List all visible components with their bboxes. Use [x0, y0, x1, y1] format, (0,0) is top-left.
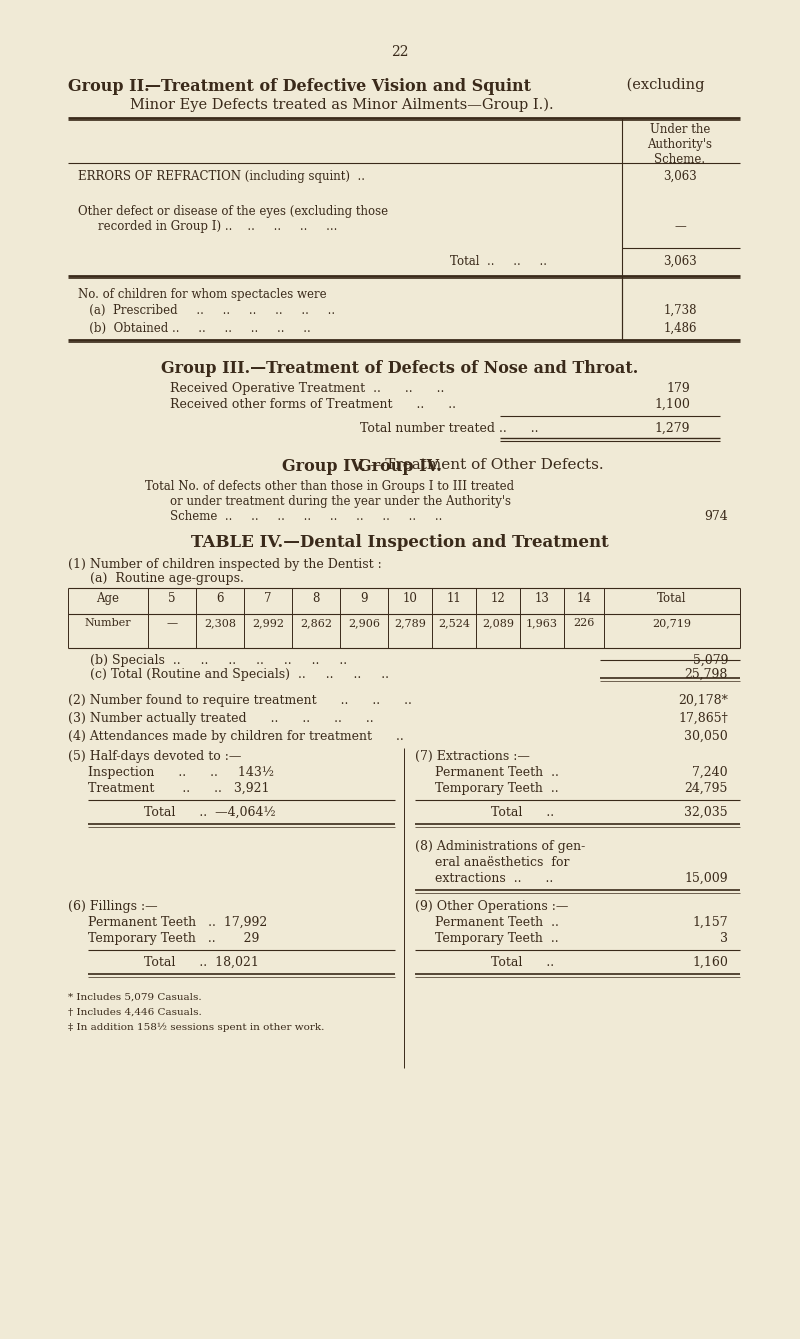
Text: (9) Other Operations :—: (9) Other Operations :— — [415, 900, 568, 913]
Text: 1,160: 1,160 — [692, 956, 728, 969]
Text: (a)  Routine age-groups.: (a) Routine age-groups. — [90, 572, 244, 585]
Text: Inspection      ..      ..     143½: Inspection .. .. 143½ — [88, 766, 274, 779]
Text: recorded in Group I) ..    ..     ..     ..     ...: recorded in Group I) .. .. .. .. ... — [98, 220, 338, 233]
Text: —Treatment of Defective Vision and Squint: —Treatment of Defective Vision and Squin… — [145, 78, 531, 95]
Text: Total: Total — [658, 592, 686, 605]
Text: (c) Total (Routine and Specials)  ..     ..     ..     ..: (c) Total (Routine and Specials) .. .. .… — [90, 668, 389, 682]
Text: Treatment       ..      ..   3,921: Treatment .. .. 3,921 — [88, 782, 270, 795]
Text: Temporary Teeth  ..: Temporary Teeth .. — [435, 932, 558, 945]
Text: 1,963: 1,963 — [526, 619, 558, 628]
Text: Other defect or disease of the eyes (excluding those: Other defect or disease of the eyes (exc… — [78, 205, 388, 218]
Text: 15,009: 15,009 — [684, 872, 728, 885]
Text: 179: 179 — [666, 382, 690, 395]
Text: (a)  Prescribed     ..     ..     ..     ..     ..     ..: (a) Prescribed .. .. .. .. .. .. — [78, 304, 335, 317]
Text: Total      ..: Total .. — [435, 956, 554, 969]
Text: Total      ..  18,021: Total .. 18,021 — [88, 956, 259, 969]
Text: * Includes 5,079 Casuals.: * Includes 5,079 Casuals. — [68, 994, 202, 1002]
Text: Total      ..  —4,064½: Total .. —4,064½ — [88, 806, 276, 819]
Text: eral anaësthetics  for: eral anaësthetics for — [435, 856, 570, 869]
Text: 2,992: 2,992 — [252, 619, 284, 628]
Text: 20,178*: 20,178* — [678, 694, 728, 707]
Text: Under the
Authority's
Scheme.: Under the Authority's Scheme. — [647, 123, 713, 166]
Text: 2,308: 2,308 — [204, 619, 236, 628]
Text: Received other forms of Treatment      ..      ..: Received other forms of Treatment .. .. — [170, 398, 456, 411]
Text: 9: 9 — [360, 592, 368, 605]
Text: 3,063: 3,063 — [663, 170, 697, 183]
Text: 22: 22 — [391, 46, 409, 59]
Text: Group IV.: Group IV. — [282, 458, 366, 475]
Text: 7,240: 7,240 — [692, 766, 728, 779]
Text: 6: 6 — [216, 592, 224, 605]
Text: 25,798: 25,798 — [685, 668, 728, 682]
Text: —Treatment of Other Defects.: —Treatment of Other Defects. — [370, 458, 604, 473]
Text: Permanent Teeth  ..: Permanent Teeth .. — [435, 916, 559, 929]
Text: (3) Number actually treated      ..      ..      ..      ..: (3) Number actually treated .. .. .. .. — [68, 712, 374, 724]
Text: (5) Half-days devoted to :—: (5) Half-days devoted to :— — [68, 750, 242, 763]
Text: No. of children for whom spectacles were: No. of children for whom spectacles were — [78, 288, 326, 301]
Text: Total number treated ..      ..: Total number treated .. .. — [360, 422, 538, 435]
Text: 2,524: 2,524 — [438, 619, 470, 628]
Text: 2,789: 2,789 — [394, 619, 426, 628]
Text: extractions  ..      ..: extractions .. .. — [435, 872, 554, 885]
Text: Temporary Teeth  ..: Temporary Teeth .. — [435, 782, 558, 795]
Text: 10: 10 — [402, 592, 418, 605]
Text: 2,089: 2,089 — [482, 619, 514, 628]
Text: (b)  Obtained ..     ..     ..     ..     ..     ..: (b) Obtained .. .. .. .. .. .. — [78, 321, 310, 335]
Text: 24,795: 24,795 — [685, 782, 728, 795]
Text: Number: Number — [85, 619, 131, 628]
Text: Scheme  ..     ..     ..     ..     ..     ..     ..     ..     ..: Scheme .. .. .. .. .. .. .. .. .. — [170, 510, 442, 524]
Text: (8) Administrations of gen-: (8) Administrations of gen- — [415, 840, 586, 853]
Text: 2,862: 2,862 — [300, 619, 332, 628]
Text: 20,719: 20,719 — [653, 619, 691, 628]
Text: 13: 13 — [534, 592, 550, 605]
Text: 30,050: 30,050 — [684, 730, 728, 743]
Text: Group III.—Treatment of Defects of Nose and Throat.: Group III.—Treatment of Defects of Nose … — [162, 360, 638, 378]
Text: Total No. of defects other than those in Groups I to III treated: Total No. of defects other than those in… — [145, 479, 514, 493]
Text: 1,157: 1,157 — [692, 916, 728, 929]
Text: Temporary Teeth   ..       29: Temporary Teeth .. 29 — [88, 932, 259, 945]
Text: Group IV.: Group IV. — [358, 458, 442, 475]
Text: —: — — [674, 220, 686, 233]
Text: (1) Number of children inspected by the Dentist :: (1) Number of children inspected by the … — [68, 558, 382, 570]
Text: TABLE IV.—Dental Inspection and Treatment: TABLE IV.—Dental Inspection and Treatmen… — [191, 534, 609, 552]
Text: (b) Specials  ..     ..     ..     ..     ..     ..     ..: (b) Specials .. .. .. .. .. .. .. — [90, 653, 347, 667]
Text: Total  ..     ..     ..: Total .. .. .. — [450, 254, 547, 268]
Text: Permanent Teeth  ..: Permanent Teeth .. — [435, 766, 559, 779]
Text: 226: 226 — [574, 619, 594, 628]
Text: 5: 5 — [168, 592, 176, 605]
Text: Group II.: Group II. — [68, 78, 150, 95]
Text: —: — — [166, 619, 178, 628]
Text: 11: 11 — [446, 592, 462, 605]
Text: Age: Age — [97, 592, 119, 605]
Text: 32,035: 32,035 — [684, 806, 728, 819]
Text: † Includes 4,446 Casuals.: † Includes 4,446 Casuals. — [68, 1008, 202, 1018]
Text: 1,100: 1,100 — [654, 398, 690, 411]
Text: or under treatment during the year under the Authority's: or under treatment during the year under… — [170, 495, 511, 507]
Text: (7) Extractions :—: (7) Extractions :— — [415, 750, 530, 763]
Text: 3: 3 — [720, 932, 728, 945]
Text: (excluding: (excluding — [622, 78, 705, 92]
Text: 3,063: 3,063 — [663, 254, 697, 268]
Text: 14: 14 — [577, 592, 591, 605]
Text: 1,738: 1,738 — [663, 304, 697, 317]
Text: 974: 974 — [704, 510, 728, 524]
Text: Permanent Teeth   ..  17,992: Permanent Teeth .. 17,992 — [88, 916, 267, 929]
Text: 12: 12 — [490, 592, 506, 605]
Text: ‡ In addition 158½ sessions spent in other work.: ‡ In addition 158½ sessions spent in oth… — [68, 1023, 324, 1032]
Text: 1,486: 1,486 — [663, 321, 697, 335]
Text: Total      ..: Total .. — [435, 806, 554, 819]
Text: ERRORS OF REFRACTION (including squint)  ..: ERRORS OF REFRACTION (including squint) … — [78, 170, 365, 183]
Text: Received Operative Treatment  ..      ..      ..: Received Operative Treatment .. .. .. — [170, 382, 444, 395]
Text: Minor Eye Defects treated as Minor Ailments—Group I.).: Minor Eye Defects treated as Minor Ailme… — [130, 98, 554, 112]
Text: (6) Fillings :—: (6) Fillings :— — [68, 900, 158, 913]
Text: 8: 8 — [312, 592, 320, 605]
Text: 1,279: 1,279 — [654, 422, 690, 435]
Text: 17,865†: 17,865† — [678, 712, 728, 724]
Text: (4) Attendances made by children for treatment      ..: (4) Attendances made by children for tre… — [68, 730, 404, 743]
Text: 2,906: 2,906 — [348, 619, 380, 628]
Text: (2) Number found to require treatment      ..      ..      ..: (2) Number found to require treatment ..… — [68, 694, 412, 707]
Text: 5,079: 5,079 — [693, 653, 728, 667]
Text: 7: 7 — [264, 592, 272, 605]
